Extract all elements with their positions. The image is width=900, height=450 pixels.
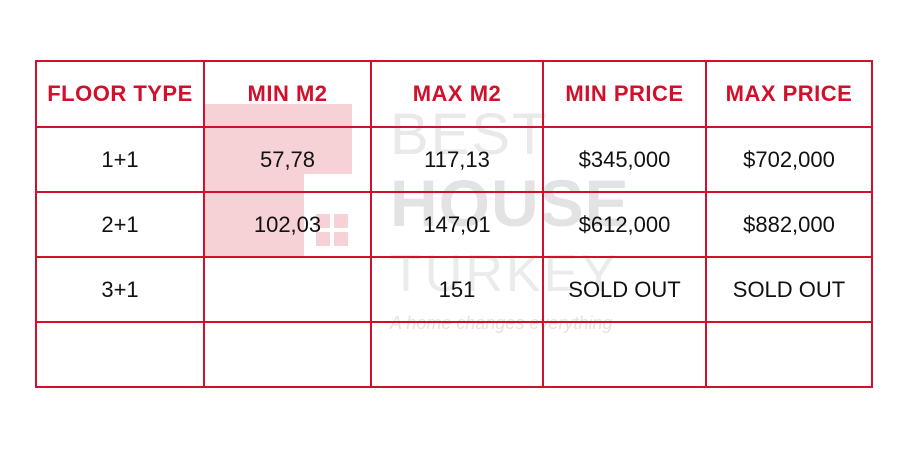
cell-min-m2 — [203, 256, 372, 323]
cell-max-m2: 117,13 — [370, 126, 544, 193]
cell-min-m2: 102,03 — [203, 191, 372, 258]
cell-min-price: $612,000 — [542, 191, 707, 258]
cell-floor-type: 3+1 — [35, 256, 205, 323]
header-min-m2: MIN M2 — [203, 60, 372, 128]
cell-floor-type: 2+1 — [35, 191, 205, 258]
cell-min-m2 — [203, 321, 372, 388]
cell-max-price: $882,000 — [705, 191, 873, 258]
cell-max-m2: 151 — [370, 256, 544, 323]
header-max-m2: MAX M2 — [370, 60, 544, 128]
cell-min-price: SOLD OUT — [542, 256, 707, 323]
cell-max-m2 — [370, 321, 544, 388]
cell-max-m2: 147,01 — [370, 191, 544, 258]
cell-max-price: $702,000 — [705, 126, 873, 193]
header-floor-type: FLOOR TYPE — [35, 60, 205, 128]
cell-floor-type — [35, 321, 205, 388]
table-row: 2+1 102,03 147,01 $612,000 $882,000 — [35, 191, 873, 258]
header-min-price: MIN PRICE — [542, 60, 707, 128]
price-table: FLOOR TYPE MIN M2 MAX M2 MIN PRICE MAX P… — [35, 60, 873, 388]
cell-floor-type: 1+1 — [35, 126, 205, 193]
header-row: FLOOR TYPE MIN M2 MAX M2 MIN PRICE MAX P… — [35, 60, 873, 128]
cell-min-price — [542, 321, 707, 388]
table-row: 3+1 151 SOLD OUT SOLD OUT — [35, 256, 873, 323]
table-row — [35, 321, 873, 388]
table-row: 1+1 57,78 117,13 $345,000 $702,000 — [35, 126, 873, 193]
cell-max-price — [705, 321, 873, 388]
cell-max-price: SOLD OUT — [705, 256, 873, 323]
cell-min-m2: 57,78 — [203, 126, 372, 193]
header-max-price: MAX PRICE — [705, 60, 873, 128]
cell-min-price: $345,000 — [542, 126, 707, 193]
